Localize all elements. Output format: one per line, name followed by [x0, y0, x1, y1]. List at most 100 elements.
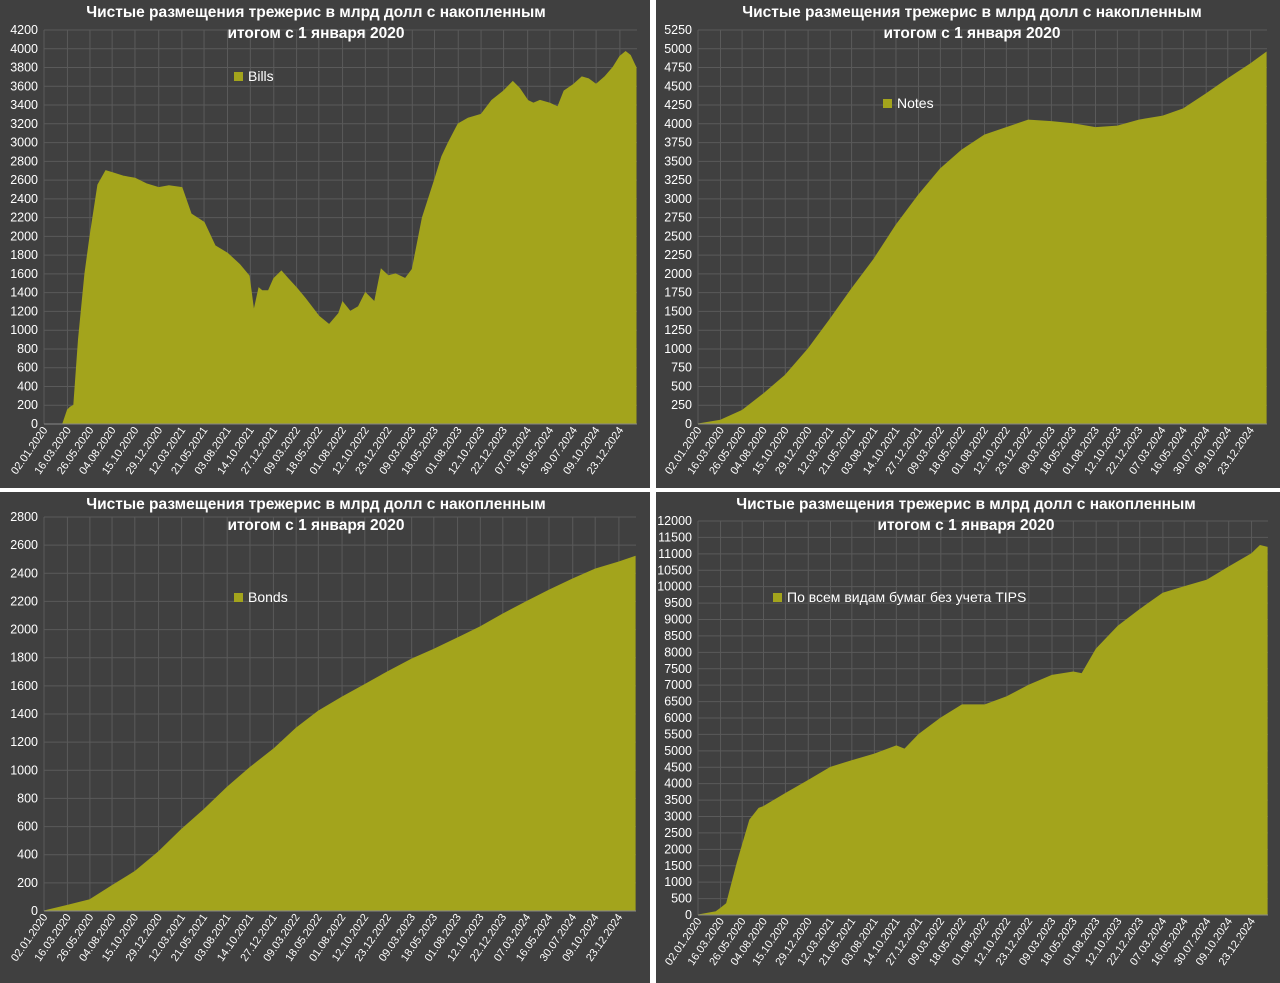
y-tick-label: 5000 [664, 744, 692, 758]
y-tick-label: 2500 [664, 826, 692, 840]
y-tick-label: 2600 [10, 538, 38, 552]
chart-title-line2: итогом с 1 января 2020 [884, 25, 1061, 42]
y-tick-label: 11500 [658, 530, 692, 544]
y-tick-label: 5250 [664, 23, 692, 37]
y-tick-label: 400 [17, 848, 38, 862]
y-tick-label: 3750 [664, 136, 692, 150]
y-tick-label: 250 [671, 398, 692, 412]
y-tick-label: 3500 [664, 154, 692, 168]
y-tick-label: 1800 [10, 651, 38, 665]
y-tick-label: 4250 [664, 98, 692, 112]
y-tick-label: 2000 [664, 842, 692, 856]
y-tick-label: 2400 [10, 566, 38, 580]
y-tick-label: 2500 [664, 229, 692, 243]
y-tick-label: 3400 [10, 98, 38, 112]
y-tick-label: 4000 [664, 777, 692, 791]
y-tick-label: 0 [685, 908, 692, 922]
series-area [697, 51, 1267, 425]
y-tick-label: 1500 [664, 859, 692, 873]
chart-panel-total: 0 500 1000 1500 2000 2500 3000 3500 4000 4500 5000… [656, 492, 1280, 983]
y-tick-label: 3800 [10, 61, 38, 75]
y-tick-label: 4000 [664, 117, 692, 131]
y-tick-label: 3500 [664, 793, 692, 807]
legend-label: Bills [248, 68, 274, 84]
series-area [44, 50, 637, 425]
y-tick-label: 3000 [664, 192, 692, 206]
y-tick-label: 1400 [10, 286, 38, 300]
y-tick-label: 400 [17, 379, 38, 393]
y-tick-label: 9000 [664, 613, 692, 627]
y-tick-label: 200 [17, 876, 38, 890]
y-tick-label: 0 [31, 417, 38, 431]
y-tick-label: 2250 [664, 248, 692, 262]
chart-svg: 0 200 400 600 800 1000 1200 1400 1600 1800 2000 220… [9, 496, 636, 964]
y-tick-label: 8000 [664, 645, 692, 659]
chart-title: Чистые размещения трежерис в млрд долл с… [742, 4, 1202, 42]
y-tick-label: 4750 [664, 61, 692, 75]
y-tick-label: 12000 [657, 514, 692, 528]
y-tick-label: 3600 [10, 79, 38, 93]
y-tick-label: 3200 [10, 117, 38, 131]
y-tick-label: 500 [671, 892, 692, 906]
chart-title: Чистые размещения трежерис в млрд долл с… [86, 496, 546, 534]
y-tick-label: 2200 [10, 211, 38, 225]
y-tick-label: 2000 [664, 267, 692, 281]
legend-swatch [234, 593, 243, 602]
y-tick-label: 2000 [10, 623, 38, 637]
legend-swatch [883, 99, 892, 108]
chart-title: Чистые размещения трежерис в млрд долл с… [86, 4, 546, 42]
y-tick-label: 11000 [658, 547, 692, 561]
chart-title-line1: Чистые размещения трежерис в млрд долл с… [742, 4, 1202, 21]
y-tick-label: 800 [17, 791, 38, 805]
chart-svg: 0 200 400 600 800 1000 1200 1400 1600 1800 2000 220… [9, 4, 637, 477]
y-tick-label: 0 [685, 417, 692, 431]
y-tick-label: 1600 [10, 267, 38, 281]
y-tick-label: 2800 [10, 154, 38, 168]
chart-panel-bonds: 0 200 400 600 800 1000 1200 1400 1600 1800 2000 220… [0, 492, 650, 983]
y-tick-label: 1250 [664, 323, 692, 337]
chart-title: Чистые размещения трежерис в млрд долл с… [736, 496, 1196, 534]
chart-svg: 0 250 500 750 1000 1250 1500 1750 2000 2250 2500 27… [663, 4, 1267, 477]
y-tick-label: 5000 [664, 42, 692, 56]
chart-title-line2: итогом с 1 января 2020 [878, 517, 1055, 534]
legend-swatch [234, 72, 243, 81]
chart-title-line2: итогом с 1 января 2020 [228, 25, 405, 42]
legend-label: По всем видам бумаг без учета TIPS [787, 589, 1026, 605]
legend-label: Notes [897, 95, 934, 111]
y-tick-label: 8500 [664, 629, 692, 643]
chart-title-line1: Чистые размещения трежерис в млрд долл с… [736, 496, 1196, 513]
y-tick-label: 1000 [664, 875, 692, 889]
chart-title-line1: Чистые размещения трежерис в млрд долл с… [86, 4, 546, 21]
chart-svg: 0 500 1000 1500 2000 2500 3000 3500 4000 4500 5000… [657, 496, 1268, 968]
y-tick-label: 6000 [664, 711, 692, 725]
y-tick-label: 600 [17, 820, 38, 834]
y-tick-label: 2750 [664, 211, 692, 225]
y-tick-label: 1200 [10, 735, 38, 749]
y-tick-label: 7000 [664, 678, 692, 692]
y-tick-label: 4500 [664, 760, 692, 774]
y-tick-label: 2200 [10, 594, 38, 608]
y-tick-label: 4200 [10, 23, 38, 37]
y-tick-label: 7500 [664, 662, 692, 676]
y-tick-label: 2800 [10, 510, 38, 524]
y-tick-label: 1600 [10, 679, 38, 693]
y-tick-label: 2400 [10, 192, 38, 206]
y-tick-label: 1000 [10, 323, 38, 337]
y-tick-label: 4500 [664, 79, 692, 93]
y-tick-label: 4000 [10, 42, 38, 56]
y-tick-label: 800 [17, 342, 38, 356]
legend-label: Bonds [248, 589, 288, 605]
y-tick-label: 1000 [664, 342, 692, 356]
chart-title-line1: Чистые размещения трежерис в млрд долл с… [86, 496, 546, 513]
y-tick-label: 1500 [664, 304, 692, 318]
y-tick-label: 500 [671, 379, 692, 393]
y-tick-label: 1800 [10, 248, 38, 262]
series-area [697, 545, 1268, 916]
chart-panel-notes: 0 250 500 750 1000 1250 1500 1750 2000 2250 2500 27… [656, 0, 1280, 488]
y-tick-label: 1750 [664, 286, 692, 300]
y-tick-label: 2000 [10, 229, 38, 243]
y-tick-label: 3000 [664, 810, 692, 824]
y-tick-label: 10000 [657, 580, 692, 594]
y-tick-label: 600 [17, 361, 38, 375]
